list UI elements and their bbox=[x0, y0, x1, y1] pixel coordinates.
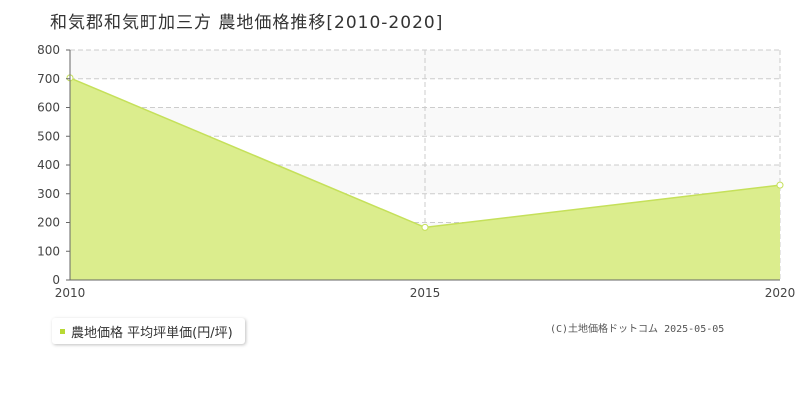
x-tick-label: 2020 bbox=[765, 286, 796, 300]
y-tick-label: 700 bbox=[37, 72, 60, 86]
y-tick-label: 800 bbox=[37, 43, 60, 57]
y-tick-label: 200 bbox=[37, 216, 60, 230]
legend: 農地価格 平均坪単価(円/坪) bbox=[52, 318, 245, 344]
data-series bbox=[66, 74, 784, 280]
y-tick-label: 0 bbox=[52, 273, 60, 287]
y-tick-label: 400 bbox=[37, 158, 60, 172]
y-tick-label: 600 bbox=[37, 101, 60, 115]
x-tick-label: 2015 bbox=[410, 286, 441, 300]
data-point bbox=[421, 223, 429, 231]
y-tick-label: 300 bbox=[37, 187, 60, 201]
chart-title: 和気郡和気町加三方 農地価格推移[2010-2020] bbox=[50, 13, 444, 33]
legend-swatch bbox=[60, 328, 65, 334]
x-tick-label: 2010 bbox=[55, 286, 86, 300]
data-point bbox=[776, 181, 784, 189]
copyright-credit: (C)土地価格ドットコム 2025-05-05 bbox=[550, 324, 725, 335]
tick-labels: 0 100 200 300 400 500 600 700 800 2010 2015 2020 bbox=[37, 43, 795, 300]
y-tick-label: 500 bbox=[37, 129, 60, 143]
legend-label: 農地価格 平均坪単価(円/坪) bbox=[71, 325, 233, 341]
y-tick-label: 100 bbox=[37, 244, 60, 258]
series-area bbox=[70, 77, 780, 280]
